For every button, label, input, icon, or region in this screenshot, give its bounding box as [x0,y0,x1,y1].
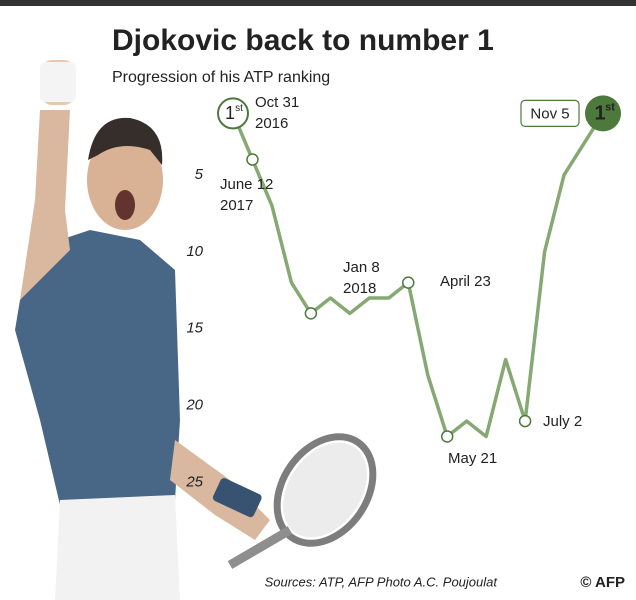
x-annotation: 2017 [220,197,253,214]
chart-subtitle: Progression of his ATP ranking [112,69,330,86]
x-annotation: July 2 [543,413,582,430]
y-tick-label: 15 [186,320,203,337]
point [402,276,415,289]
badge-number: 1 [225,103,235,123]
point [304,307,318,320]
line [231,112,605,439]
credit: © AFP [580,574,625,591]
top-bar [0,0,636,6]
y-tick-label: 10 [186,243,203,260]
x-annotation: Nov 5 [530,105,569,122]
x-annotation: May 21 [448,450,497,467]
source: Sources: ATP, AFP Photo A.C. Poujoulat [265,574,499,589]
point [440,430,454,443]
x-annotation: June 12 [220,176,273,193]
x-annotation: Oct 31 [255,94,299,111]
badge-suffix: st [605,101,615,113]
x-annotation: 2018 [343,280,376,297]
point [246,153,259,166]
x-annotation: Jan 8 [343,259,380,276]
x-annotation: 2016 [255,115,288,132]
point [518,414,532,428]
y-tick-label: 25 [185,474,203,491]
y-tick-label: 20 [185,397,203,414]
chart-title: Djokovic back to number 1 [112,24,494,57]
badge-suffix: st [235,103,243,114]
player-photo [15,60,377,600]
y-tick-label: 5 [195,166,204,183]
x-annotation: April 23 [440,273,491,290]
rank-badge [217,97,249,130]
rank-badge [585,95,621,132]
badge-number: 1 [594,103,605,125]
label-box [520,99,580,127]
